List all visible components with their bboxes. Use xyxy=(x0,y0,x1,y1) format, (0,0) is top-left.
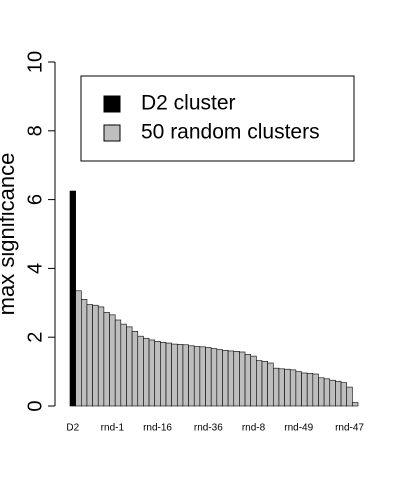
bar xyxy=(335,380,342,407)
bar xyxy=(272,367,280,407)
bar xyxy=(131,331,139,407)
bar xyxy=(267,362,274,407)
bar xyxy=(312,373,319,407)
y-axis-label: max significance xyxy=(0,153,19,316)
bar xyxy=(188,345,195,407)
bar xyxy=(261,360,268,407)
bar xyxy=(182,344,189,407)
bar xyxy=(295,371,302,407)
bar xyxy=(318,377,325,407)
bar xyxy=(352,402,359,407)
bar xyxy=(323,378,331,407)
x-tick-label: rnd-16 xyxy=(143,423,172,434)
bar xyxy=(160,342,167,407)
x-tick-label: rnd-49 xyxy=(284,423,313,434)
bar xyxy=(103,312,110,407)
x-tick-label: rnd-36 xyxy=(194,423,223,434)
bar xyxy=(86,304,93,407)
bar xyxy=(109,314,116,407)
y-tick-label: 8 xyxy=(24,125,46,136)
bar xyxy=(92,304,99,407)
bar xyxy=(75,290,82,407)
bar xyxy=(176,344,184,407)
y-tick-label: 4 xyxy=(24,263,46,274)
bar xyxy=(143,337,150,407)
bar xyxy=(222,349,229,407)
bar xyxy=(278,368,285,407)
bar xyxy=(69,190,76,407)
bar xyxy=(148,339,156,407)
bar xyxy=(244,354,252,407)
y-tick-label: 0 xyxy=(24,400,46,411)
x-tick-label: rnd-47 xyxy=(335,423,364,434)
bar xyxy=(216,349,223,407)
bar xyxy=(256,360,263,407)
bar xyxy=(199,346,206,407)
bar xyxy=(80,299,88,407)
bar xyxy=(193,346,201,407)
bar xyxy=(171,343,178,407)
bar xyxy=(306,373,314,407)
legend-label: D2 cluster xyxy=(141,92,236,115)
bar xyxy=(137,335,144,407)
bar xyxy=(210,348,218,407)
legend-box xyxy=(80,75,355,162)
x-tick-label: rnd-8 xyxy=(242,423,266,434)
bar xyxy=(284,368,291,407)
bar xyxy=(329,379,336,407)
bar xyxy=(154,341,161,407)
bar xyxy=(126,326,133,407)
bar xyxy=(227,350,235,407)
bar xyxy=(346,386,353,407)
bar xyxy=(289,369,297,407)
bar xyxy=(205,347,212,407)
y-tick-label: 6 xyxy=(24,194,46,205)
legend-label: 50 random clusters xyxy=(141,121,320,144)
bar xyxy=(340,382,348,407)
legend-swatch xyxy=(103,124,121,142)
y-tick-label: 2 xyxy=(24,332,46,343)
bar xyxy=(233,351,240,407)
bar xyxy=(239,351,246,407)
bar xyxy=(165,342,172,407)
bar xyxy=(97,306,105,407)
bar xyxy=(301,372,308,407)
x-tick-label: D2 xyxy=(66,423,79,434)
bar xyxy=(250,355,257,407)
bar xyxy=(120,323,127,407)
x-tick-label: rnd-1 xyxy=(101,423,125,434)
y-tick-label: 10 xyxy=(24,51,46,73)
legend-swatch xyxy=(103,95,121,113)
bar xyxy=(114,319,122,407)
